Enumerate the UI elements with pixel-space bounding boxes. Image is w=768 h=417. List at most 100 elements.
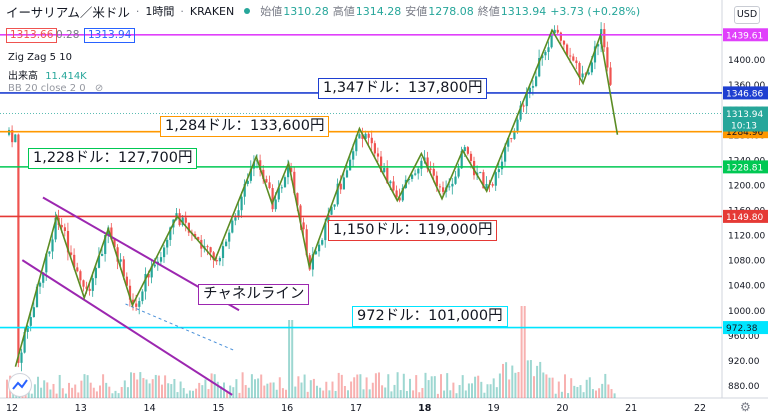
currency-button[interactable]: USD bbox=[734, 6, 760, 24]
volume-bar bbox=[576, 386, 579, 398]
low-label: 安値 bbox=[405, 5, 428, 18]
candle-body bbox=[231, 220, 234, 233]
price-level-label: 1228.81 bbox=[726, 163, 763, 173]
volume-bar bbox=[464, 390, 467, 398]
symbol-name[interactable]: イーサリアム／米ドル bbox=[6, 4, 130, 20]
volume-bar bbox=[306, 391, 309, 398]
volume-bar bbox=[46, 382, 49, 398]
high-value: 1314.28 bbox=[355, 4, 402, 18]
candle-body bbox=[23, 331, 26, 353]
volume-bar bbox=[291, 320, 294, 398]
market-status-icon bbox=[244, 8, 251, 14]
candle-body bbox=[345, 170, 349, 178]
volume-bar bbox=[102, 374, 105, 398]
volume-bar bbox=[554, 393, 557, 398]
close-value: 1313.94 bbox=[500, 4, 547, 18]
volume-bar bbox=[585, 379, 588, 398]
separator: · bbox=[180, 4, 184, 18]
volume-bar bbox=[595, 390, 597, 398]
candle-body bbox=[562, 40, 566, 45]
candle-body bbox=[314, 251, 318, 255]
candle-body bbox=[246, 180, 249, 184]
volume-bar bbox=[37, 376, 39, 398]
bb-indicator-label[interactable]: BB 20 close 2 0 ⊘ bbox=[8, 83, 103, 94]
price-tick-label: 1400.00 bbox=[728, 56, 765, 66]
time-tick-label: 18 bbox=[418, 403, 432, 414]
candle-body bbox=[318, 244, 321, 252]
channel-lower-line[interactable] bbox=[21, 259, 233, 396]
change-value: +3.73 (+0.28%) bbox=[550, 4, 641, 18]
time-tick-label: 13 bbox=[75, 403, 87, 414]
volume-bar bbox=[207, 389, 210, 398]
tradingview-logo-icon[interactable] bbox=[8, 373, 32, 397]
volume-bar bbox=[130, 372, 132, 398]
candle-body bbox=[228, 232, 231, 242]
annotation-1150: 1,150ドル：119,000円 bbox=[328, 220, 498, 241]
eye-off-icon[interactable]: ⊘ bbox=[94, 83, 104, 94]
candle-body bbox=[528, 87, 531, 94]
volume-bar bbox=[198, 382, 201, 398]
candle-body bbox=[504, 146, 507, 162]
volume-bar bbox=[229, 385, 232, 398]
candle-body bbox=[197, 237, 200, 240]
volume-bar bbox=[371, 382, 374, 398]
volume-bar bbox=[241, 372, 244, 398]
volume-bar bbox=[303, 374, 306, 398]
spread-value: 0.28 bbox=[56, 29, 80, 41]
ask-price[interactable]: 1313.94 bbox=[84, 28, 136, 43]
volume-bar bbox=[43, 380, 46, 398]
volume-bar bbox=[492, 378, 495, 398]
channel-mid-line[interactable] bbox=[125, 303, 236, 352]
volume-bar bbox=[368, 389, 371, 398]
zigzag-indicator-label[interactable]: Zig Zag 5 10 bbox=[8, 52, 72, 63]
volume-bar bbox=[164, 375, 167, 398]
volume-bar bbox=[440, 374, 442, 398]
candle-body bbox=[280, 187, 283, 189]
candle-body bbox=[101, 253, 104, 256]
volume-bar bbox=[179, 381, 182, 398]
candle-body bbox=[97, 255, 101, 268]
candle-body bbox=[296, 193, 299, 206]
volume-bar bbox=[405, 391, 408, 398]
candle-body bbox=[73, 254, 76, 268]
candle-body bbox=[225, 241, 228, 247]
volume-bar bbox=[480, 381, 483, 398]
zigzag-line[interactable] bbox=[14, 28, 619, 367]
gear-icon[interactable]: ⚙ bbox=[740, 400, 751, 414]
volume-label: 出来高 bbox=[8, 71, 38, 82]
volume-bar bbox=[254, 379, 256, 398]
timeframe[interactable]: 1時間 bbox=[145, 5, 175, 18]
volume-bar bbox=[489, 384, 492, 398]
candle-body bbox=[473, 160, 476, 176]
candle-body bbox=[587, 72, 590, 75]
volume-bar bbox=[161, 384, 163, 398]
volume-bar bbox=[508, 379, 511, 398]
volume-bar bbox=[421, 387, 424, 398]
candle-body bbox=[330, 206, 333, 215]
candle-body bbox=[91, 278, 94, 291]
volume-bar bbox=[312, 378, 315, 398]
annotation-972: 972ドル：101,000円 bbox=[352, 306, 508, 327]
volume-bar bbox=[95, 391, 98, 398]
volume-bar bbox=[418, 392, 421, 398]
candle-body bbox=[420, 160, 423, 169]
low-value: 1278.08 bbox=[428, 4, 474, 18]
volume-bar bbox=[309, 380, 312, 398]
bid-price[interactable]: 1313.66 bbox=[6, 28, 58, 43]
channel-line-label: チャネルライン bbox=[198, 284, 310, 305]
candle-body bbox=[308, 255, 311, 270]
candle-body bbox=[507, 138, 510, 147]
volume-indicator-label[interactable]: 出来高 11.414K bbox=[8, 67, 87, 82]
candle-body bbox=[389, 181, 392, 184]
candle-body bbox=[442, 187, 445, 192]
candle-body bbox=[212, 252, 215, 261]
candle-body bbox=[293, 171, 296, 194]
volume-bar bbox=[486, 384, 489, 398]
volume-bar bbox=[226, 392, 229, 398]
volume-bar bbox=[548, 377, 551, 398]
price-axis[interactable] bbox=[722, 0, 768, 417]
candle-body bbox=[426, 157, 429, 169]
volume-bar bbox=[188, 390, 191, 398]
volume-bar bbox=[71, 387, 74, 398]
